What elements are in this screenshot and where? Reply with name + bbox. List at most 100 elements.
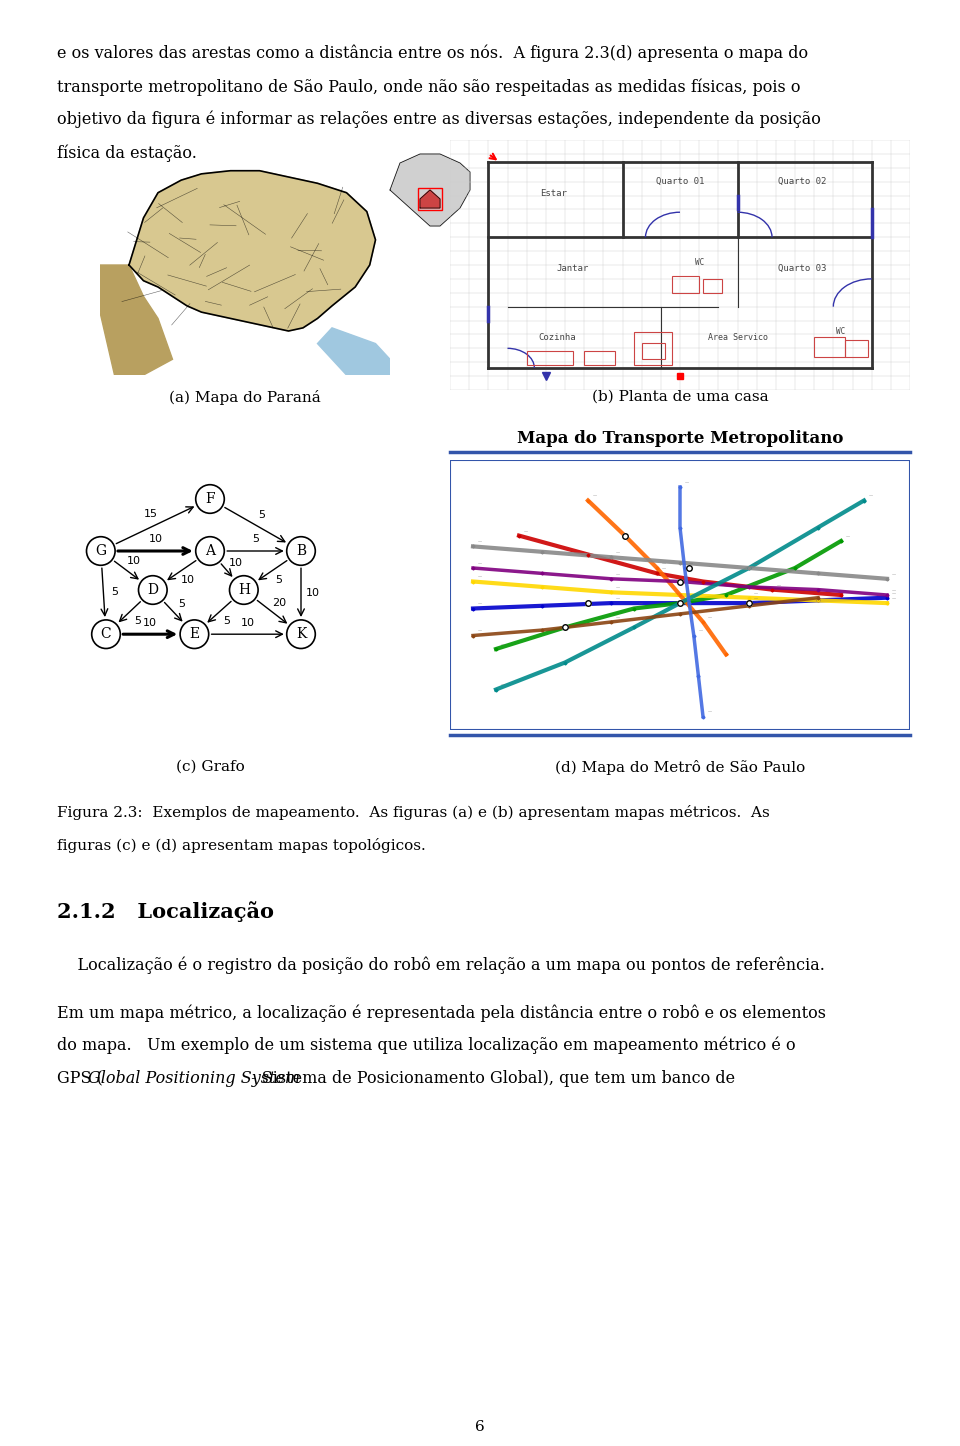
Text: Jantar: Jantar — [557, 263, 588, 272]
Text: Estar: Estar — [540, 188, 567, 198]
Text: —: — — [615, 596, 620, 600]
Text: —: — — [754, 561, 757, 565]
Text: 10: 10 — [149, 535, 162, 544]
Text: —: — — [708, 616, 711, 619]
Text: 5: 5 — [224, 616, 230, 626]
Text: —: — — [699, 629, 703, 633]
Text: —: — — [661, 561, 665, 565]
Text: e os valores das arestas como a distância entre os nós.  A figura 2.3(d) apresen: e os valores das arestas como a distânci… — [57, 45, 808, 62]
Text: 10: 10 — [228, 558, 243, 568]
Text: —: — — [846, 535, 850, 538]
Text: Mapa do Transporte Metropolitano: Mapa do Transporte Metropolitano — [516, 429, 843, 447]
Polygon shape — [420, 189, 440, 208]
Text: Quarto 01: Quarto 01 — [656, 178, 705, 187]
Bar — [814, 337, 845, 357]
Text: Localização é o registro da posição do robô em relação a um mapa ou pontos de re: Localização é o registro da posição do r… — [57, 956, 825, 973]
Text: —: — — [892, 589, 896, 593]
Text: do mapa.   Um exemplo de um sistema que utiliza localização em mapeamento métric: do mapa. Um exemplo de um sistema que ut… — [57, 1037, 796, 1054]
Text: WC: WC — [694, 257, 704, 268]
Text: H: H — [238, 583, 250, 597]
Text: C: C — [101, 628, 111, 641]
Text: 5: 5 — [252, 535, 259, 544]
Text: —: — — [615, 551, 620, 554]
Text: (b) Planta de uma casa: (b) Planta de uma casa — [591, 390, 768, 403]
Text: —: — — [500, 642, 505, 646]
Text: G: G — [95, 544, 107, 558]
Text: —: — — [638, 620, 643, 625]
Text: —: — — [684, 480, 688, 484]
Text: 5: 5 — [134, 616, 141, 626]
Polygon shape — [318, 328, 390, 375]
Text: 6: 6 — [475, 1420, 485, 1434]
Text: 5: 5 — [258, 510, 265, 521]
Text: (c) Grafo: (c) Grafo — [176, 761, 245, 774]
Text: K: K — [296, 628, 306, 641]
Polygon shape — [129, 171, 375, 331]
Text: transporte metropolitano de São Paulo, onde não são respeitadas as medidas físic: transporte metropolitano de São Paulo, o… — [57, 78, 801, 95]
Circle shape — [180, 620, 208, 648]
Text: 20: 20 — [273, 597, 287, 607]
Text: —: — — [592, 493, 597, 497]
Circle shape — [196, 484, 225, 513]
Bar — [527, 351, 573, 364]
Bar — [585, 351, 614, 364]
Bar — [703, 279, 722, 292]
Text: —: — — [689, 561, 693, 565]
Text: —: — — [478, 561, 482, 565]
Text: F: F — [205, 492, 215, 506]
Text: B: B — [296, 544, 306, 558]
Text: Global Positioning System: Global Positioning System — [88, 1070, 300, 1087]
Text: Area Servico: Area Servico — [708, 333, 767, 343]
Polygon shape — [100, 265, 173, 375]
Text: —: — — [869, 493, 873, 497]
Text: Figura 2.3:  Exemplos de mapeamento.  As figuras (a) e (b) apresentam mapas métr: Figura 2.3: Exemplos de mapeamento. As f… — [57, 805, 770, 820]
Text: —: — — [754, 591, 757, 594]
Text: 10: 10 — [305, 587, 320, 597]
Circle shape — [86, 536, 115, 565]
Text: —: — — [708, 710, 711, 714]
Text: 10: 10 — [181, 576, 195, 586]
Text: 5: 5 — [276, 576, 282, 586]
Text: D: D — [147, 583, 158, 597]
Text: —: — — [892, 591, 896, 594]
Text: —: — — [638, 602, 643, 606]
Polygon shape — [390, 155, 470, 226]
Text: —: — — [500, 683, 505, 687]
Text: WC: WC — [836, 327, 846, 337]
Text: —: — — [892, 573, 896, 576]
Bar — [672, 276, 699, 292]
Text: GPS (: GPS ( — [57, 1070, 103, 1087]
Text: 10: 10 — [127, 557, 141, 567]
Text: —: — — [754, 580, 757, 584]
Text: figuras (c) e (d) apresentam mapas topológicos.: figuras (c) e (d) apresentam mapas topol… — [57, 839, 425, 853]
Text: Quarto 03: Quarto 03 — [779, 263, 827, 272]
Text: objetivo da figura é informar as relações entre as diversas estações, independen: objetivo da figura é informar as relaçõe… — [57, 111, 821, 129]
Text: física da estação.: física da estação. — [57, 145, 197, 162]
Text: —: — — [754, 596, 757, 600]
Circle shape — [92, 620, 120, 648]
Text: 15: 15 — [143, 509, 157, 519]
Text: —: — — [615, 586, 620, 590]
Text: —: — — [478, 602, 482, 606]
Text: Cozinha: Cozinha — [539, 333, 576, 343]
Text: —: — — [478, 539, 482, 544]
Text: Quarto 02: Quarto 02 — [779, 178, 827, 187]
Circle shape — [229, 576, 258, 604]
Text: 5: 5 — [111, 587, 119, 597]
Text: —: — — [523, 529, 528, 534]
Text: - Sistema de Posicionamento Global), que tem um banco de: - Sistema de Posicionamento Global), que… — [246, 1070, 735, 1087]
Text: (a) Mapa do Paraná: (a) Mapa do Paraná — [169, 390, 321, 405]
Text: 2.1.2   Localização: 2.1.2 Localização — [57, 901, 274, 923]
Text: A: A — [205, 544, 215, 558]
Bar — [634, 331, 672, 364]
Circle shape — [287, 620, 315, 648]
Text: —: — — [615, 616, 620, 619]
Text: —: — — [754, 599, 757, 603]
Circle shape — [196, 536, 225, 565]
Text: —: — — [777, 583, 780, 587]
Text: 5: 5 — [179, 599, 185, 609]
Text: (d) Mapa do Metrô de São Paulo: (d) Mapa do Metrô de São Paulo — [555, 761, 805, 775]
Text: —: — — [478, 629, 482, 633]
Circle shape — [138, 576, 167, 604]
Text: 10: 10 — [241, 617, 254, 628]
